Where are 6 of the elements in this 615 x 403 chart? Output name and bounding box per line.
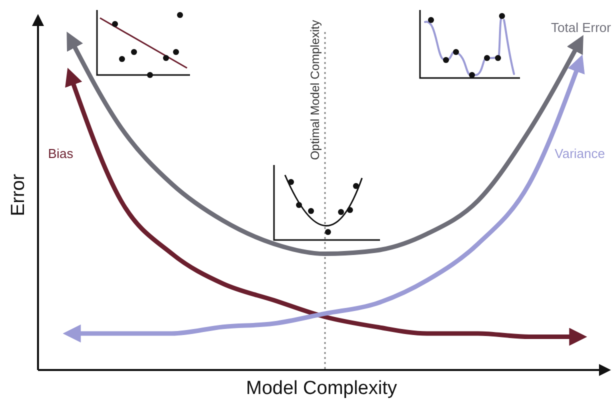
annotation: Optimal Model Complexity (308, 20, 322, 160)
y-axis-title: Error (8, 173, 29, 216)
series-label: Total Error (551, 20, 612, 35)
x-axis-title: Model Complexity (246, 378, 398, 399)
series-label: Bias (48, 146, 74, 161)
series-label: Variance (554, 146, 605, 161)
